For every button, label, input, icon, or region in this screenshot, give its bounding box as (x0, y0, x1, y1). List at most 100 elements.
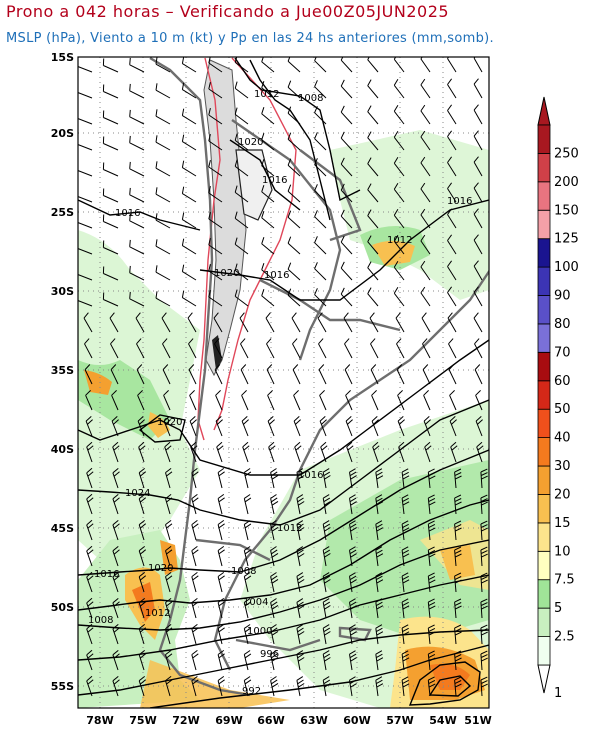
colorbar-label: 1 (554, 686, 562, 701)
wind-barb (165, 546, 173, 567)
colorbar-label: 250 (554, 146, 579, 161)
colorbar-label: 30 (554, 459, 571, 474)
colorbar-swatch (537, 238, 551, 268)
wind-barb (375, 598, 384, 619)
wind-barb (395, 312, 405, 333)
wind-barb (322, 598, 331, 619)
colorbar-label: 60 (554, 374, 571, 389)
wind-barb (217, 675, 225, 697)
wind-barb (340, 79, 353, 99)
lat-label: 40S (51, 443, 74, 456)
colorbar-label: 80 (554, 317, 571, 332)
wind-barb (240, 364, 249, 385)
wind-barb (420, 104, 431, 125)
wind-barb (343, 312, 353, 333)
wind-barb (423, 416, 431, 437)
wind-barb (375, 494, 384, 515)
wind-barb (447, 234, 457, 255)
wind-barb (296, 650, 305, 671)
wind-barb (266, 364, 275, 385)
wind-barb (270, 494, 279, 515)
wind-barb (267, 416, 275, 437)
wind-barb (296, 546, 305, 567)
wind-barb (138, 676, 147, 697)
wind-barb (480, 624, 488, 645)
wind-barb (208, 133, 223, 151)
wind-barb (393, 183, 405, 203)
wind-barb (427, 494, 436, 515)
wind-barb (340, 157, 353, 177)
isobar-label: 1012 (145, 608, 170, 619)
wind-barb (296, 676, 305, 697)
wind-barb (287, 158, 301, 177)
lon-label: 54W (429, 714, 456, 727)
wind-barb (454, 624, 462, 645)
wind-barb (474, 338, 483, 359)
wind-barb (375, 546, 384, 567)
isobar-label: 1012 (387, 235, 412, 246)
wind-barb (393, 235, 405, 255)
wind-barb (398, 441, 406, 463)
wind-barb (85, 416, 93, 437)
wind-barb (85, 390, 93, 411)
wind-barb (349, 468, 357, 489)
wind-barb (78, 248, 93, 255)
wind-barb (294, 441, 302, 463)
isobar-label: 1024 (125, 488, 150, 499)
wind-barb (181, 108, 197, 125)
colorbar-swatch (537, 494, 551, 524)
wind-barb (234, 81, 249, 99)
wind-barb (208, 107, 223, 125)
wind-barb (454, 546, 462, 567)
wind-barb (420, 156, 431, 177)
wind-barb (102, 110, 119, 125)
wind-barb (234, 107, 249, 125)
wind-barb (164, 441, 172, 463)
wind-barb (296, 494, 305, 515)
wind-barb (165, 494, 173, 515)
wind-barb (84, 338, 93, 359)
wind-barb (270, 676, 279, 697)
wind-barb (243, 468, 252, 489)
wind-barb (162, 364, 171, 385)
colorbar-label: 5 (554, 601, 562, 616)
wind-barb (340, 209, 353, 229)
wind-barb (447, 156, 457, 177)
wind-barb (78, 274, 93, 281)
wind-barb (370, 338, 379, 359)
wind-barb (480, 546, 488, 567)
isobar-label: 1016 (262, 175, 287, 186)
wind-barb (393, 209, 405, 229)
wind-barb (234, 289, 249, 307)
wind-barb (243, 624, 252, 645)
wind-barb (475, 390, 483, 411)
wind-barb (393, 157, 405, 177)
colorbar-label: 40 (554, 431, 571, 446)
wind-barb (217, 519, 225, 541)
wind-barb (102, 292, 119, 307)
wind-barb (270, 546, 279, 567)
wind-barb (111, 416, 119, 437)
wind-barb (243, 676, 252, 697)
wind-barb (261, 107, 275, 125)
wind-barb (287, 57, 301, 73)
wind-barb (86, 441, 94, 463)
wind-barb (319, 416, 327, 437)
wind-barb (296, 468, 305, 489)
wind-barb (261, 211, 275, 229)
wind-barb (78, 92, 93, 99)
wind-barb (155, 83, 171, 99)
wind-barb (213, 312, 223, 333)
wind-barb (208, 289, 223, 307)
relief-contour-west (197, 57, 221, 441)
wind-barb (375, 676, 384, 697)
wind-barb (340, 261, 353, 281)
wind-barb (261, 263, 275, 281)
wind-barb (138, 494, 147, 515)
wind-barb (421, 312, 431, 333)
wind-barb (112, 468, 120, 489)
wind-barb (454, 494, 462, 515)
colorbar-swatch (537, 550, 551, 581)
wind-barb (136, 338, 145, 359)
wind-barb (112, 441, 120, 463)
